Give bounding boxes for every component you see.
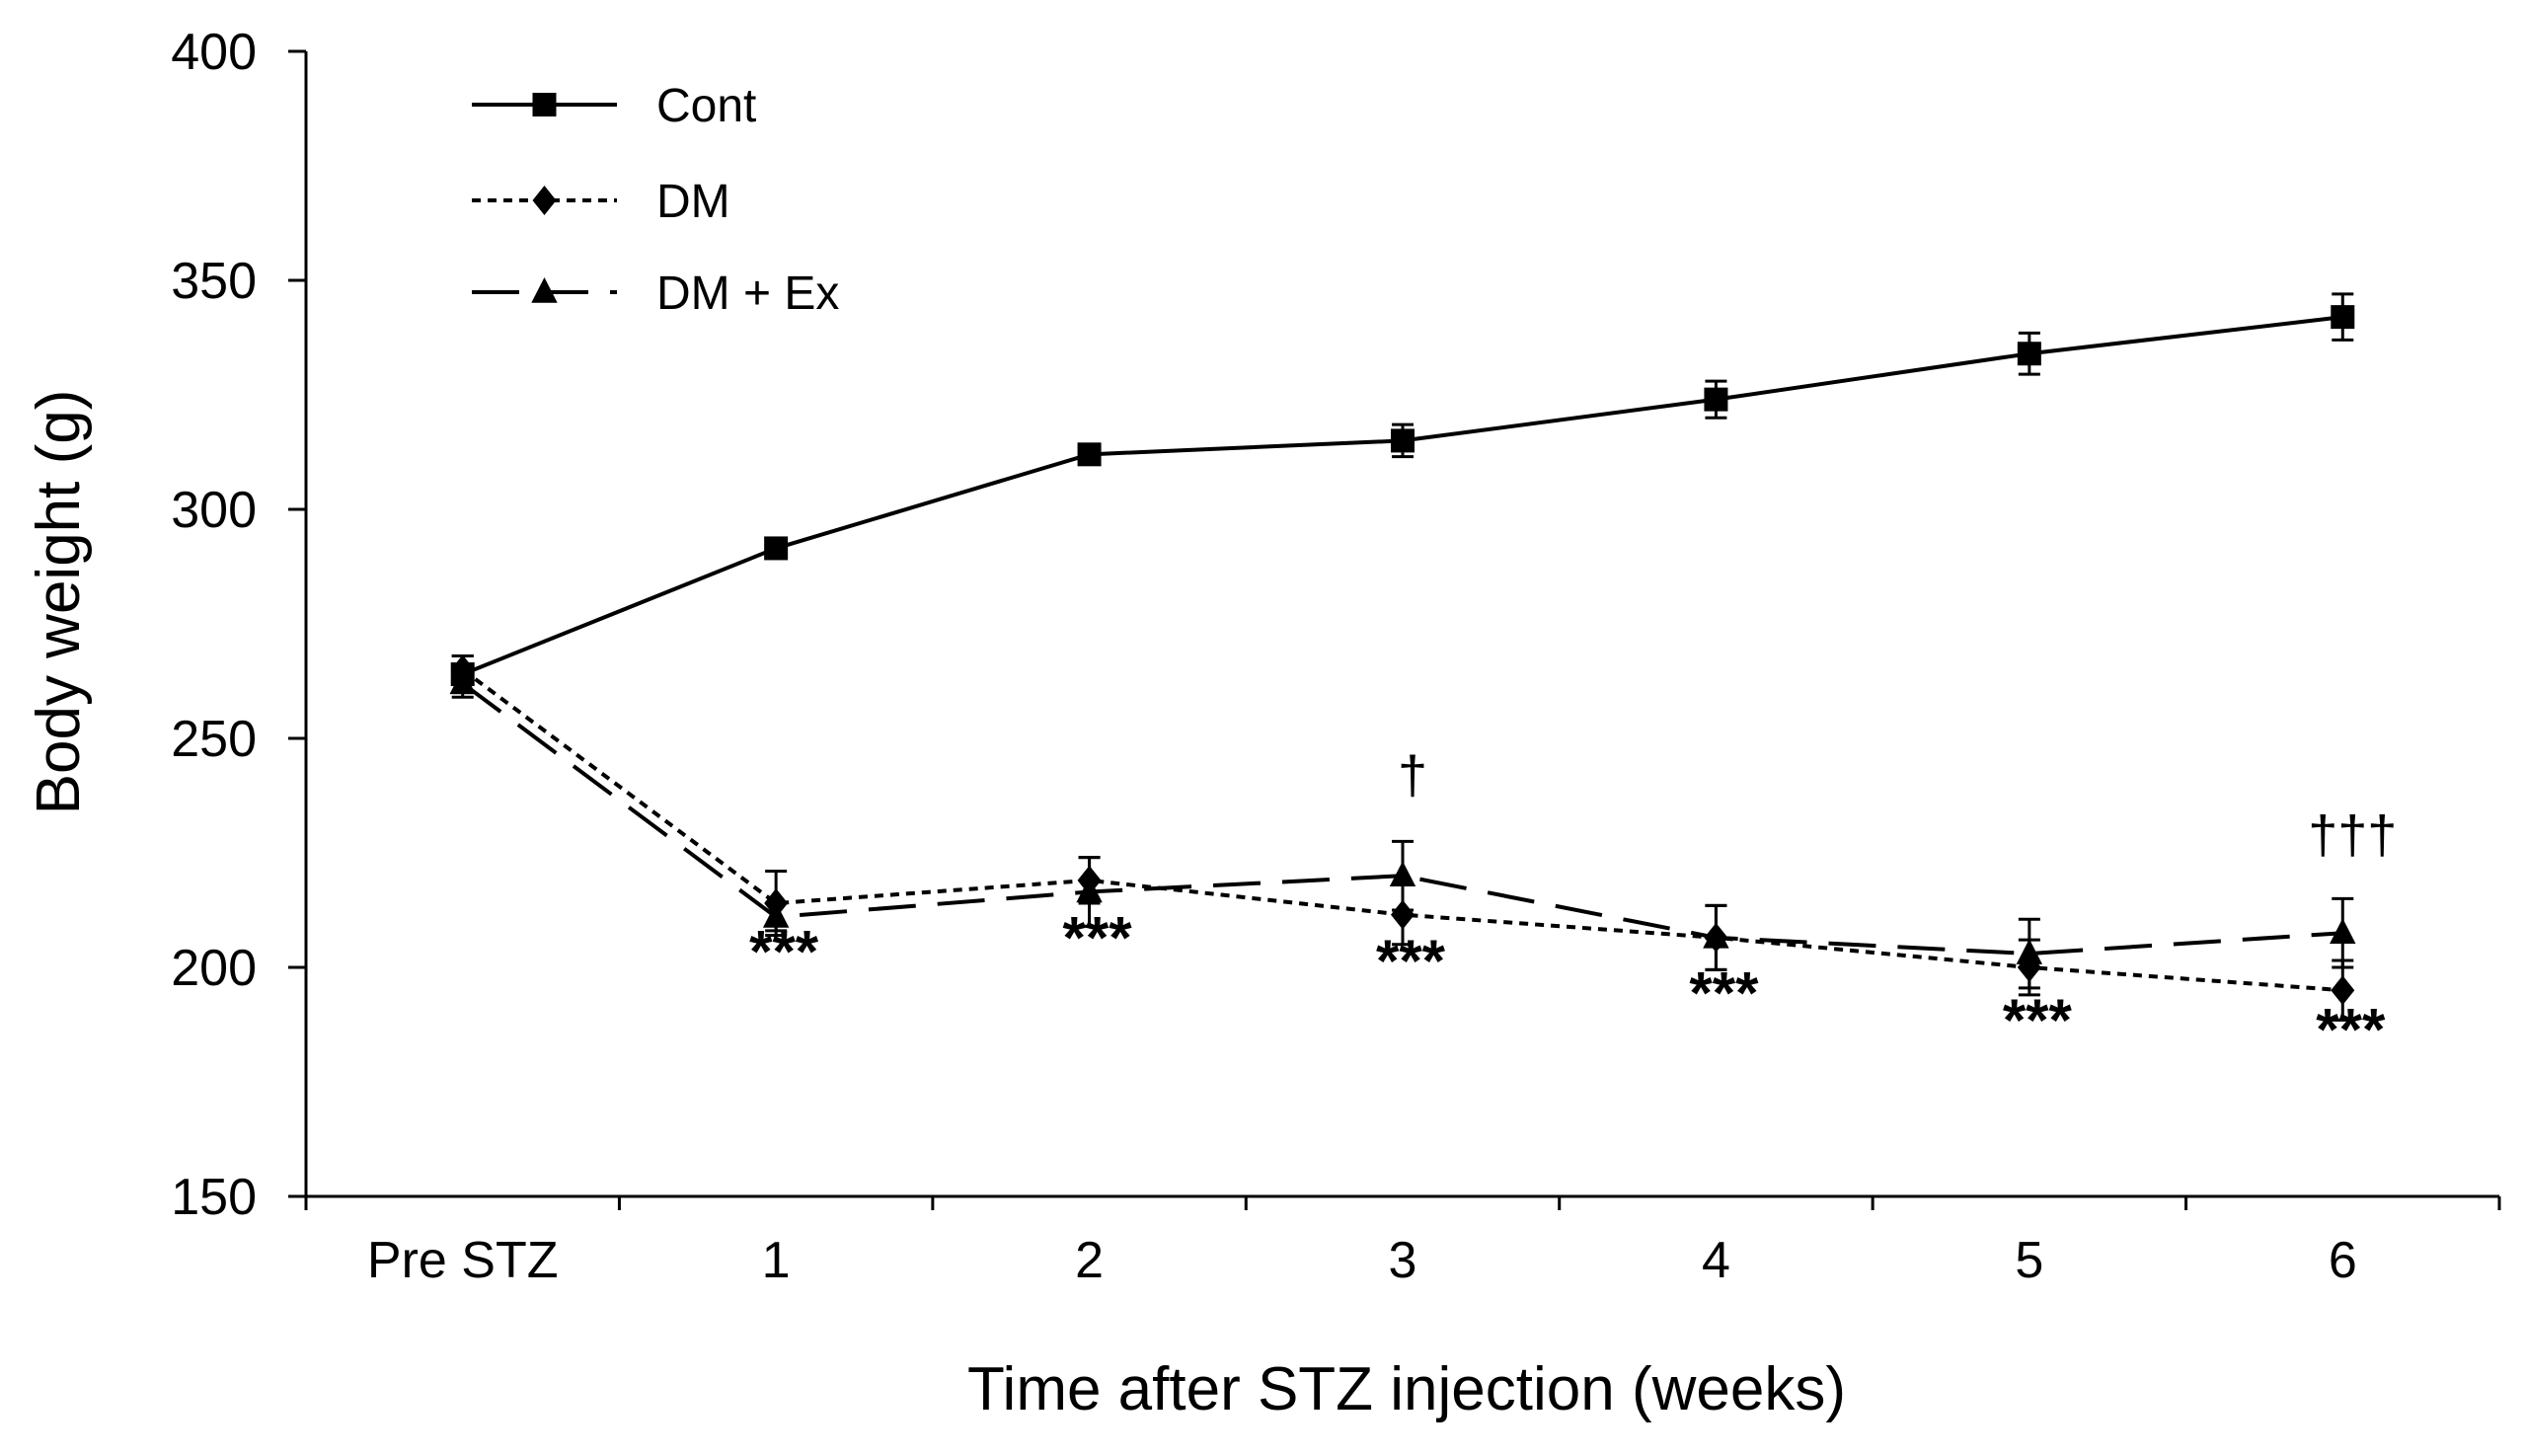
marker-diamond: [532, 186, 557, 215]
marker-triangle: [762, 901, 790, 928]
series-cont: [450, 292, 2355, 695]
y-tick-label: 350: [171, 253, 257, 310]
marker-diamond: [2331, 975, 2355, 1006]
marker-triangle: [2016, 939, 2043, 964]
y-axis-title: Body weight (g): [25, 390, 93, 815]
significance-stars: ***: [1689, 959, 1759, 1026]
significance-stars: ***: [749, 919, 819, 985]
legend-item: DM + Ex: [472, 268, 839, 320]
marker-square: [2331, 305, 2355, 330]
x-tick-label: Pre STZ: [367, 1232, 559, 1289]
y-tick-label: 200: [171, 940, 257, 997]
significance-stars: ***: [1376, 928, 1446, 994]
x-tick-label: 5: [2015, 1232, 2043, 1289]
marker-square: [1391, 428, 1415, 453]
series-line: [461, 315, 2343, 676]
legend-label: DM + Ex: [656, 268, 839, 320]
marker-triangle: [449, 668, 476, 695]
x-tick-label: 4: [1702, 1232, 1730, 1289]
legend-item: DM: [472, 176, 730, 228]
significance-stars: ***: [2003, 987, 2073, 1053]
legend-label: DM: [656, 176, 730, 228]
legend: Cont DM DM + Ex: [472, 80, 839, 320]
marker-triangle: [1389, 861, 1416, 886]
y-tick-label: 150: [171, 1169, 257, 1226]
x-axis: Pre STZ 1 2 3 4 5 6: [304, 1194, 2501, 1289]
legend-item: Cont: [472, 80, 756, 132]
significance-daggers: †: [1398, 746, 1427, 805]
significance-daggers: †††: [2308, 805, 2397, 865]
y-tick-label: 300: [171, 482, 257, 539]
significance-stars: ***: [1063, 905, 1133, 971]
marker-diamond: [1391, 899, 1415, 930]
legend-label: Cont: [656, 80, 756, 132]
annotations: *** *** *** *** *** ***††††: [749, 746, 2397, 1063]
x-axis-title: Time after STZ injection (weeks): [967, 1355, 1846, 1423]
x-tick-label: 3: [1389, 1232, 1417, 1289]
marker-triangle: [531, 277, 558, 303]
marker-triangle: [1703, 922, 1729, 949]
x-tick-label: 1: [762, 1232, 791, 1289]
marker-square: [764, 536, 789, 561]
x-tick-label: 2: [1075, 1232, 1104, 1289]
marker-square: [1704, 387, 1728, 412]
x-tick-label: 6: [2329, 1232, 2357, 1289]
series-dm-ex: [449, 667, 2356, 990]
marker-triangle: [1076, 877, 1103, 903]
marker-triangle: [2330, 918, 2356, 944]
y-tick-label: 400: [171, 24, 257, 81]
marker-square: [1077, 442, 1102, 467]
y-tick-label: 250: [171, 711, 257, 768]
y-axis: 150 200 250 300 350 400: [171, 24, 308, 1226]
marker-square: [532, 93, 557, 116]
significance-stars: ***: [2316, 997, 2386, 1063]
series-layer: [449, 292, 2356, 1022]
marker-square: [2017, 342, 2041, 366]
